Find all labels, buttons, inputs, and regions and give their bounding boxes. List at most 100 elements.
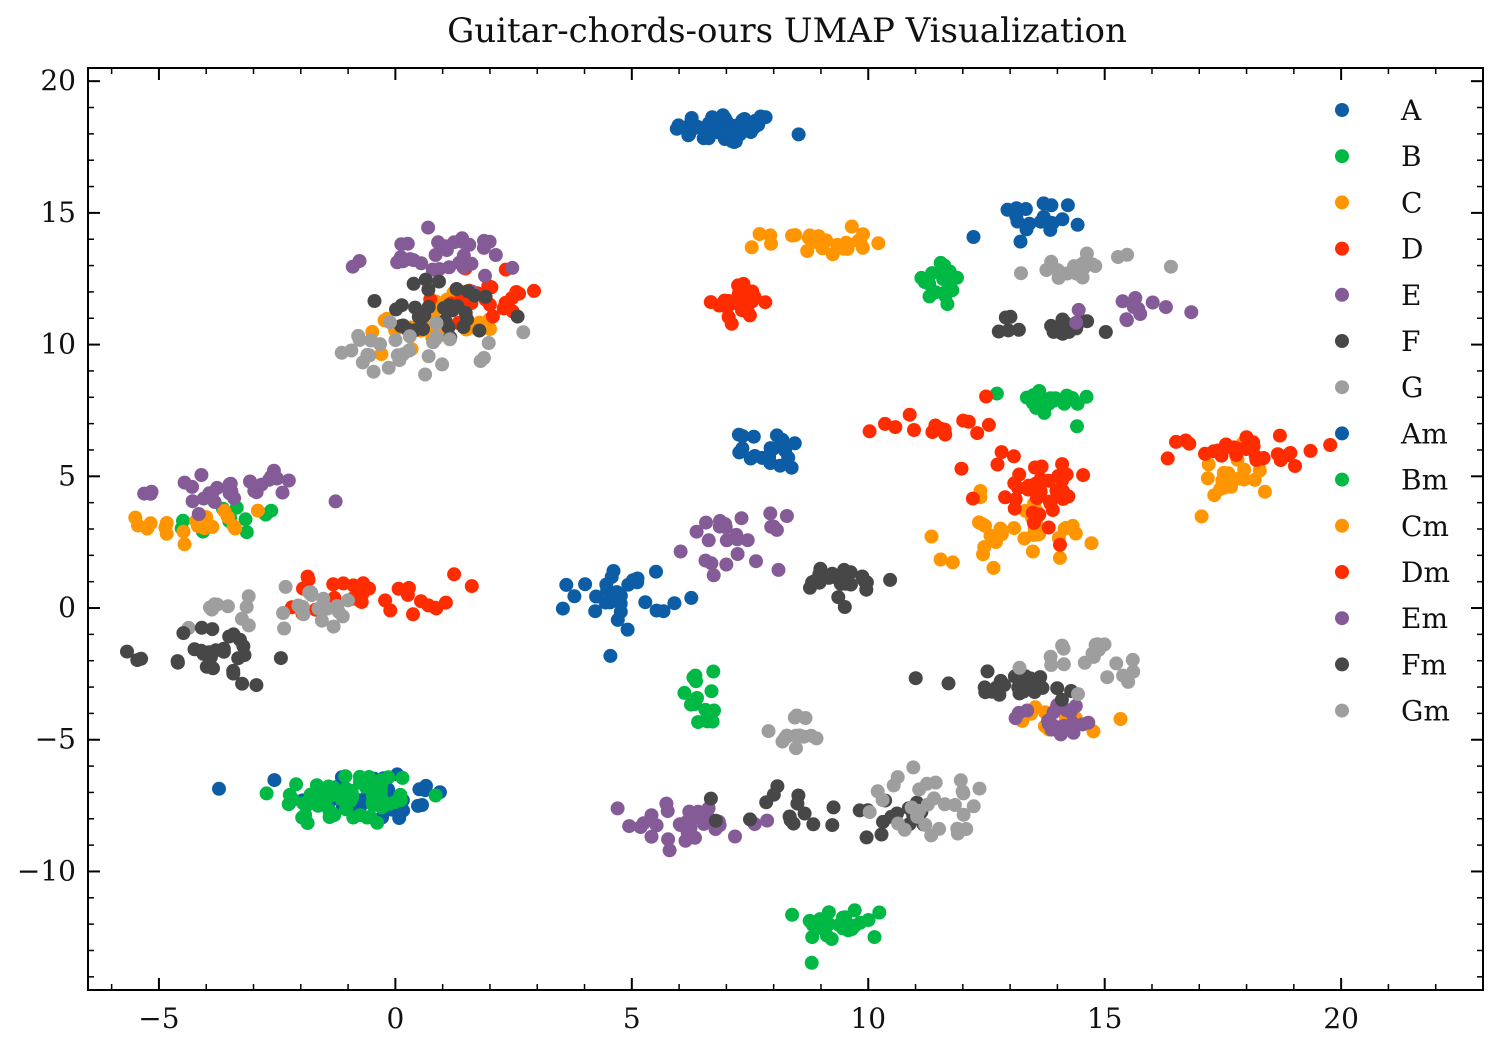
x-tick-label: 0 bbox=[386, 1002, 404, 1035]
point-bm-2-1 bbox=[706, 664, 721, 679]
point-e-0-30 bbox=[452, 255, 467, 270]
point-fm-1-27 bbox=[790, 796, 805, 811]
point-e-0-28 bbox=[464, 256, 479, 271]
point-dm-2-12 bbox=[979, 389, 994, 404]
point-f-0-33 bbox=[449, 282, 464, 296]
point-d-1-21 bbox=[527, 283, 541, 298]
point-em-1-17 bbox=[1075, 717, 1090, 732]
point-em-0-20 bbox=[661, 832, 676, 847]
point-e-2-22 bbox=[704, 556, 719, 571]
point-gm-0-0 bbox=[966, 799, 981, 814]
point-am-0-24 bbox=[684, 590, 699, 605]
point-g-2-18 bbox=[1111, 250, 1125, 264]
point-b-0-54 bbox=[309, 778, 324, 793]
point-cm-0-27 bbox=[1025, 544, 1040, 559]
point-fm-0-25 bbox=[216, 644, 231, 659]
point-gm-2-17 bbox=[1071, 687, 1085, 702]
point-f-0-6 bbox=[367, 294, 382, 308]
point-cm-1-14 bbox=[1257, 484, 1272, 499]
point-e-2-16 bbox=[769, 522, 784, 537]
point-dm-1-19 bbox=[1246, 435, 1261, 450]
point-e-2-23 bbox=[730, 547, 745, 561]
point-am-0-19 bbox=[555, 601, 570, 616]
point-cm-0-5 bbox=[945, 555, 960, 570]
point-b-0-39 bbox=[321, 785, 336, 800]
point-g-1-19 bbox=[241, 589, 256, 604]
point-em-2-6 bbox=[1145, 295, 1160, 310]
point-em-1-7 bbox=[1068, 699, 1083, 713]
point-d-0-22 bbox=[717, 293, 732, 308]
point-dm-0-17 bbox=[954, 461, 969, 476]
point-f-0-7 bbox=[421, 282, 436, 297]
point-gm-2-10 bbox=[1077, 655, 1092, 670]
point-b-0-64 bbox=[322, 810, 337, 824]
point-cm-0-34 bbox=[986, 560, 1001, 575]
point-e-2-11 bbox=[749, 554, 763, 569]
point-gm-2-15 bbox=[1100, 670, 1115, 685]
point-g-0-26 bbox=[402, 343, 417, 358]
point-cm-0-15 bbox=[933, 552, 948, 567]
point-d-1-2 bbox=[485, 309, 500, 324]
point-dm-2-4 bbox=[981, 417, 996, 432]
point-c-1-0 bbox=[744, 240, 759, 255]
point-em-2-2 bbox=[1119, 313, 1134, 328]
legend-label-em: Em bbox=[1401, 602, 1448, 635]
point-d-2-14 bbox=[464, 579, 479, 594]
point-f-0-16 bbox=[406, 276, 421, 291]
point-fm-1-26 bbox=[806, 817, 821, 832]
point-d-2-26 bbox=[346, 578, 361, 593]
point-c-1-20 bbox=[837, 241, 852, 256]
legend-label-c: C bbox=[1401, 186, 1422, 219]
point-em-0-27 bbox=[610, 801, 625, 816]
point-bm-0-19 bbox=[1059, 388, 1074, 403]
point-b-0-69 bbox=[346, 810, 361, 825]
point-gm-2-2 bbox=[1125, 652, 1140, 667]
point-d-1-6 bbox=[496, 301, 511, 316]
point-f-1-22 bbox=[808, 573, 823, 588]
point-e-2-19 bbox=[673, 544, 688, 559]
point-gm-1-14 bbox=[788, 728, 803, 743]
point-c-1-14 bbox=[871, 236, 886, 251]
y-tick-label: 0 bbox=[58, 591, 76, 624]
point-a-1-27 bbox=[267, 773, 282, 788]
x-tick-label: 20 bbox=[1323, 1002, 1359, 1035]
point-bm-2-14 bbox=[688, 697, 702, 711]
point-b-1-6 bbox=[847, 903, 862, 918]
point-d-2-29 bbox=[391, 581, 406, 596]
point-dm-0-13 bbox=[994, 445, 1009, 460]
point-dm-0-33 bbox=[1042, 494, 1057, 509]
point-c-2-19 bbox=[128, 510, 143, 525]
point-fm-2-19 bbox=[978, 685, 993, 700]
point-d-2-25 bbox=[401, 581, 416, 595]
point-e-2-3 bbox=[740, 533, 755, 548]
point-fm-1-22 bbox=[874, 827, 889, 842]
point-em-0-25 bbox=[659, 796, 674, 811]
point-fm-0-16 bbox=[176, 626, 191, 641]
point-am-1-10 bbox=[735, 429, 750, 444]
point-dm-0-20 bbox=[1008, 492, 1023, 507]
point-a-0-54 bbox=[669, 121, 684, 136]
point-b-0-51 bbox=[281, 797, 296, 812]
point-am-2-2 bbox=[1070, 217, 1085, 232]
point-am-1-7 bbox=[784, 460, 799, 475]
point-em-2-5 bbox=[1158, 300, 1173, 315]
point-bm-1-17 bbox=[922, 289, 937, 304]
point-gm-0-20 bbox=[953, 773, 968, 788]
point-am-1-3 bbox=[746, 429, 761, 444]
point-cm-0-13 bbox=[1052, 550, 1067, 565]
point-g-0-28 bbox=[421, 349, 436, 364]
point-bm-0-17 bbox=[1070, 396, 1085, 411]
legend-label-am: Am bbox=[1400, 417, 1448, 450]
point-am-0-11 bbox=[603, 648, 618, 663]
point-dm-0-39 bbox=[1033, 484, 1048, 499]
point-f-0-27 bbox=[510, 309, 525, 324]
point-fm-0-20 bbox=[206, 661, 220, 676]
point-gm-1-8 bbox=[787, 710, 802, 725]
point-fm-0-1 bbox=[170, 655, 185, 670]
point-am-2-13 bbox=[1022, 216, 1037, 231]
point-a-0-53 bbox=[684, 111, 699, 125]
point-cm-0-8 bbox=[1084, 536, 1099, 551]
point-dm-1-27 bbox=[1219, 437, 1233, 452]
point-g-0-20 bbox=[352, 332, 367, 347]
